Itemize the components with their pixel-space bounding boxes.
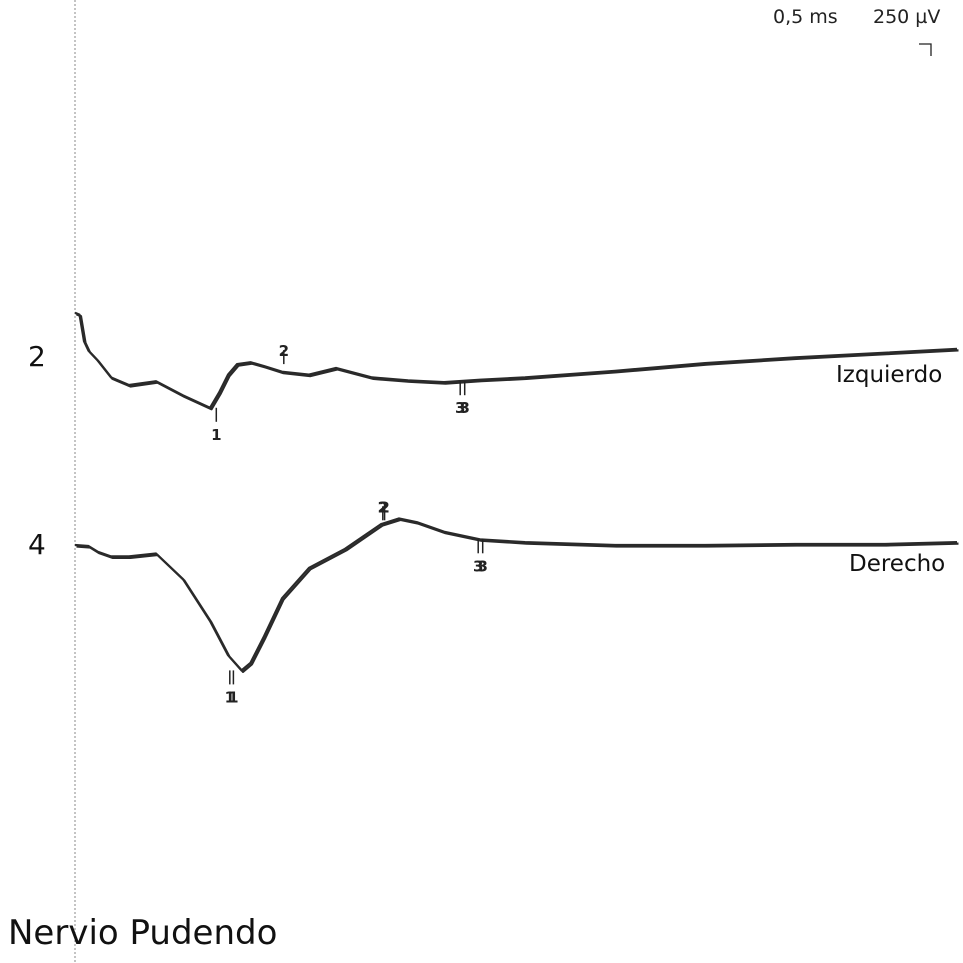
marker-label-1-5: 3 (477, 557, 487, 575)
marker-label-1-0: 1 (225, 688, 235, 706)
marker-label-1-3: 2 (379, 498, 389, 516)
amplitude-scale-label: 250 µV (873, 6, 941, 28)
marker-label-0-2: 3 (455, 399, 465, 417)
trace-number-derecho: 4 (28, 528, 46, 561)
marker-label-1-1: 1 (228, 688, 238, 706)
marker-label-0-1: 2 (279, 342, 289, 360)
trace-label-izquierdo: Izquierdo (836, 362, 943, 388)
trace-line-0-1 (76, 313, 959, 411)
trace-line-0-0 (74, 311, 958, 409)
trace-line-1-0 (74, 517, 958, 672)
scale-bar-icon (919, 43, 932, 56)
marker-label-1-2: 2 (378, 498, 388, 516)
trace-label-derecho: Derecho (849, 551, 946, 577)
marker-label-0-0: 1 (211, 426, 221, 444)
time-scale-label: 0,5 ms (773, 6, 838, 28)
marker-label-1-4: 3 (473, 557, 483, 575)
marker-label-0-3: 3 (459, 399, 469, 417)
nerve-title: Nervio Pudendo (8, 913, 278, 953)
trace-line-1-1 (76, 518, 959, 673)
trace-number-izquierdo: 2 (28, 340, 46, 373)
